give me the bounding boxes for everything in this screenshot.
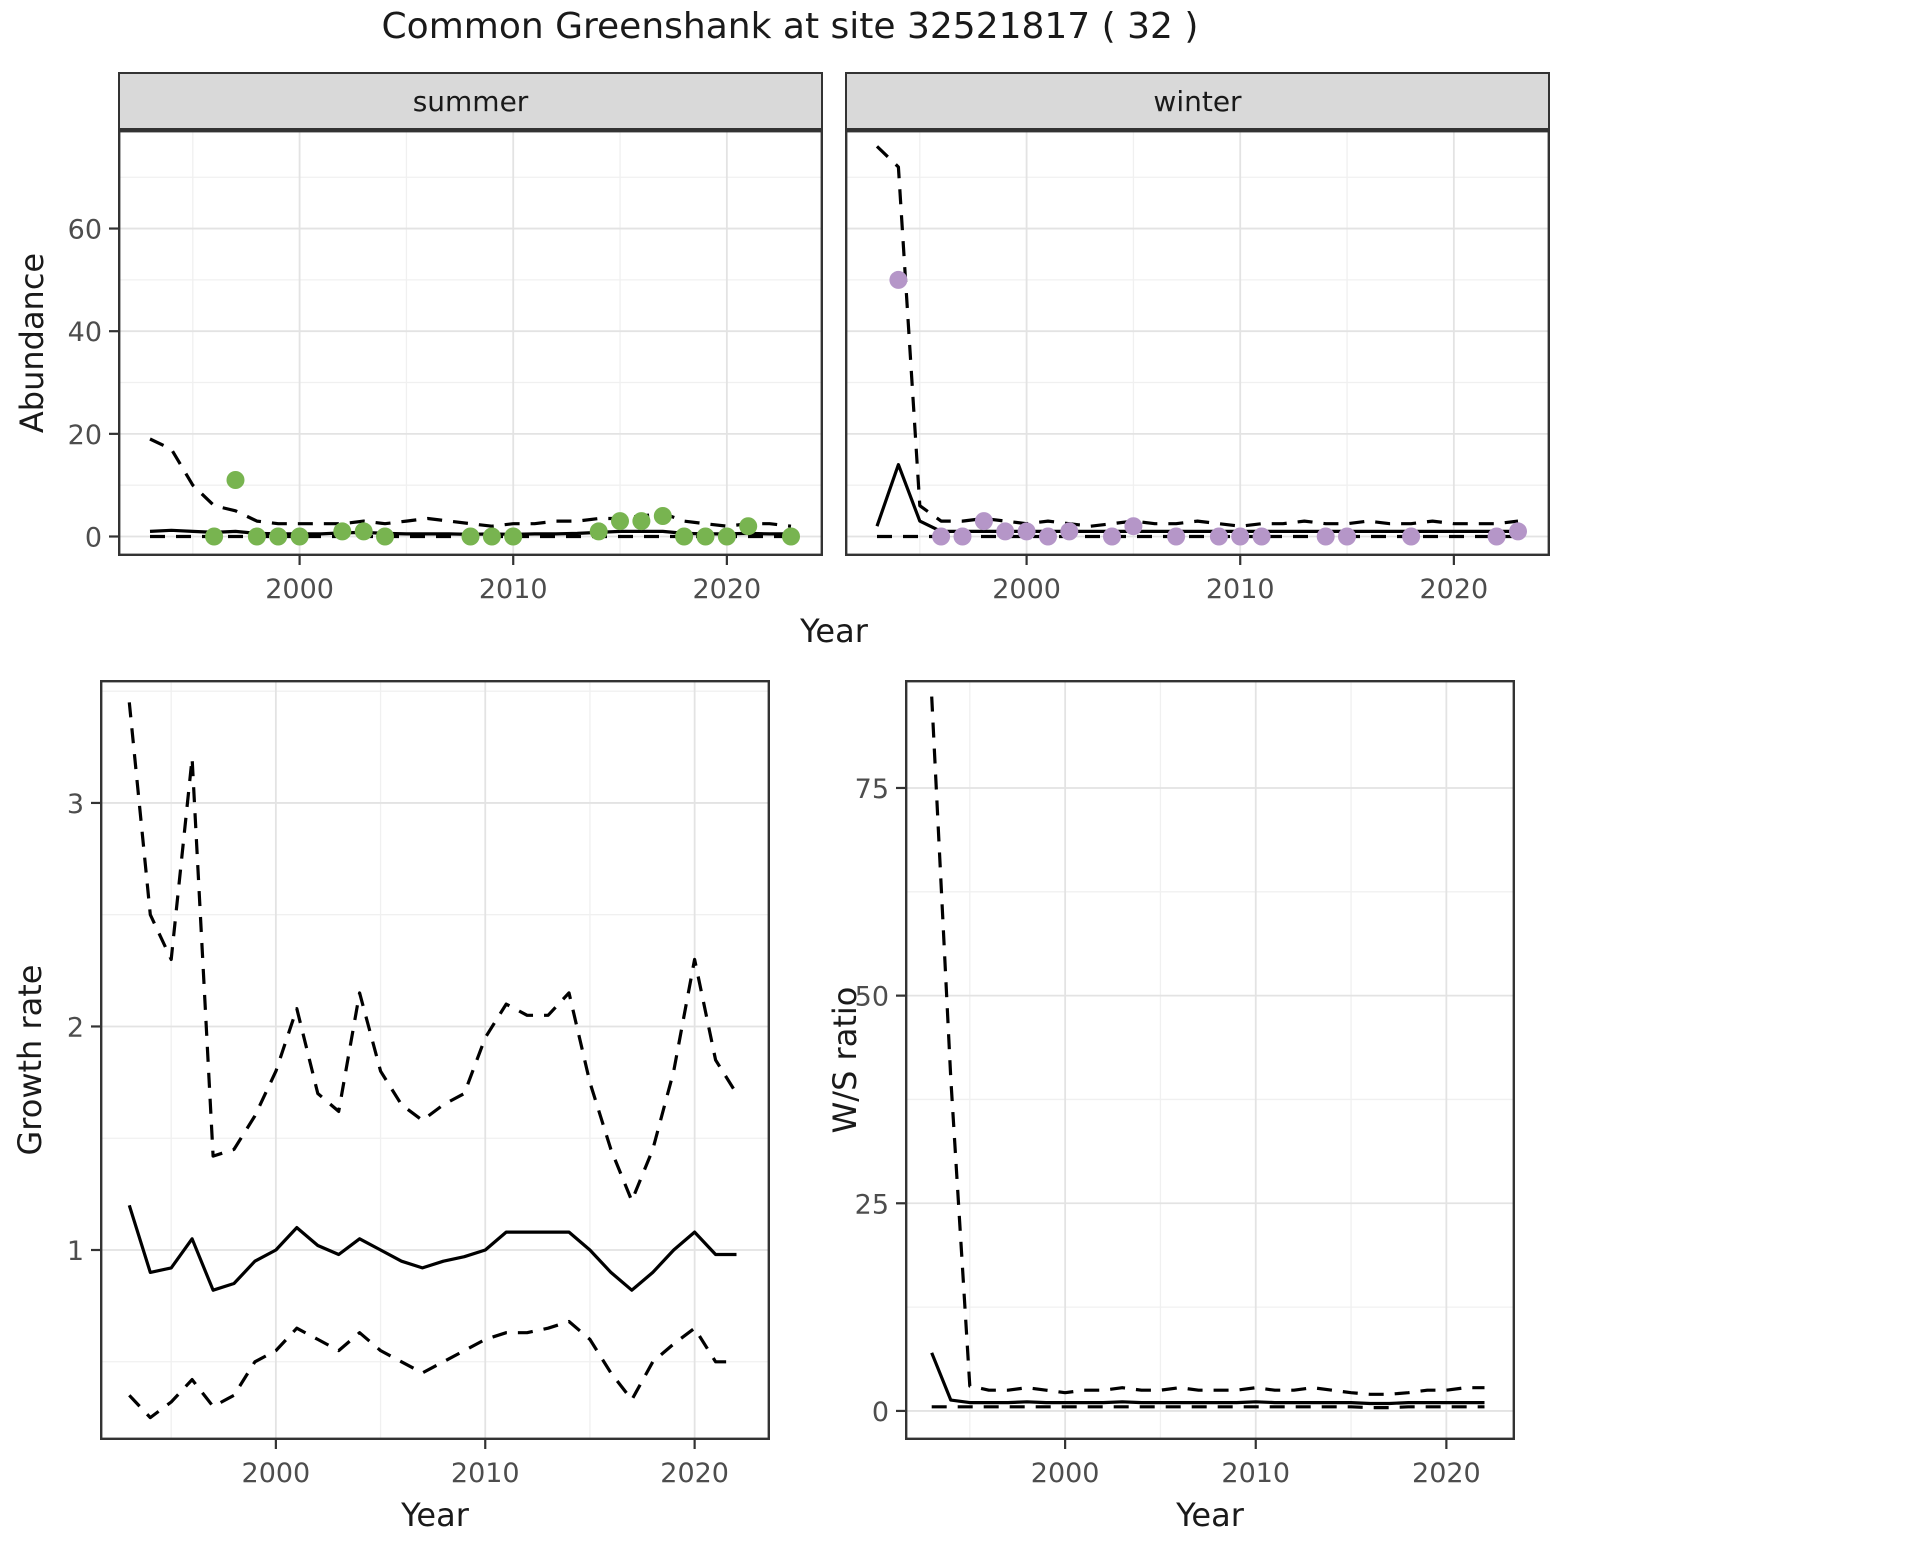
observation-point xyxy=(1252,527,1271,546)
x-tick-label: 2000 xyxy=(265,574,334,605)
observation-point xyxy=(1124,517,1143,536)
x-tick-label: 2000 xyxy=(992,574,1061,605)
observation-point xyxy=(974,512,993,531)
y-tick-label: 25 xyxy=(855,1189,889,1220)
y-tick-label: 2 xyxy=(67,1012,84,1043)
x-tick-label: 2020 xyxy=(1420,574,1489,605)
observation-point xyxy=(932,527,951,546)
abundance-axis-label: Abundance xyxy=(13,252,51,434)
x-tick-label: 2020 xyxy=(693,574,762,605)
observation-point xyxy=(589,522,608,541)
observation-point xyxy=(1402,527,1421,546)
y-tick-label: 50 xyxy=(855,982,889,1013)
panel-border xyxy=(118,130,823,557)
figure-title: Common Greenshank at site 32521817 ( 32 … xyxy=(381,6,1199,47)
observation-point xyxy=(1487,527,1506,546)
abundance-summer-panel: 2000 2010 2020 0 20 40 60 xyxy=(68,130,823,605)
facet-strip-winter-label: winter xyxy=(1153,84,1242,118)
observation-point xyxy=(611,512,629,531)
observation-point xyxy=(1060,522,1079,541)
observation-point xyxy=(333,522,352,541)
ws-ratio-panel: 2000 2010 2020 0 25 50 75 xyxy=(855,680,1515,1489)
x-tick-label: 2010 xyxy=(451,1458,520,1489)
facet-strip-summer: summer xyxy=(118,72,823,130)
observation-point xyxy=(632,512,651,531)
growth-rate-axis-label: Growth rate xyxy=(11,964,49,1156)
x-tick-label: 2020 xyxy=(660,1458,729,1489)
series-line-median xyxy=(127,1204,737,1292)
observation-point xyxy=(1103,527,1121,546)
observation-point xyxy=(1338,527,1356,546)
panel-border xyxy=(845,130,1550,557)
observation-point xyxy=(376,527,394,546)
observation-point xyxy=(247,527,266,546)
observation-point xyxy=(889,270,908,289)
panel-border xyxy=(100,680,770,1440)
ws-ratio-year-axis-label: Year xyxy=(1176,1496,1244,1534)
series-line-upper_ci xyxy=(149,437,792,528)
observation-point xyxy=(482,527,501,546)
x-tick-label: 2000 xyxy=(242,1458,311,1489)
y-tick-label: 20 xyxy=(68,420,102,451)
observation-point xyxy=(354,522,373,541)
facet-strip-summer-label: summer xyxy=(412,84,529,118)
series-line-upper_ci xyxy=(930,696,1485,1396)
series-line-lower_ci xyxy=(931,1405,1485,1410)
observation-point xyxy=(461,527,480,546)
observation-point xyxy=(739,517,758,536)
series-line-upper_ci xyxy=(875,145,1519,528)
series-line-upper_ci xyxy=(127,702,738,1203)
growth-rate-year-axis-label: Year xyxy=(401,1496,469,1534)
y-tick-label: 0 xyxy=(872,1397,889,1428)
observation-point xyxy=(996,522,1015,541)
observation-point xyxy=(504,527,523,546)
observation-point xyxy=(290,527,309,546)
panel-border xyxy=(905,680,1515,1440)
x-tick-label: 2010 xyxy=(1221,1458,1290,1489)
y-tick-label: 1 xyxy=(67,1236,84,1267)
series-line-lower_ci xyxy=(128,1319,737,1420)
observation-point xyxy=(696,527,715,546)
x-tick-label: 2020 xyxy=(1412,1458,1481,1489)
observation-point xyxy=(1231,527,1250,546)
observation-point xyxy=(1316,527,1335,546)
facet-strip-winter: winter xyxy=(845,72,1550,130)
observation-point xyxy=(226,471,245,489)
observation-point xyxy=(1039,527,1057,546)
y-tick-label: 40 xyxy=(68,317,102,348)
y-tick-label: 60 xyxy=(68,215,102,246)
abundance-winter-panel: 2000 2010 2020 xyxy=(845,130,1550,605)
x-tick-label: 2010 xyxy=(479,574,548,605)
observation-point xyxy=(653,507,672,525)
x-tick-label: 2010 xyxy=(1206,574,1275,605)
abundance-year-axis-label: Year xyxy=(800,612,868,650)
observation-point xyxy=(1017,522,1036,541)
observation-point xyxy=(205,527,224,546)
y-tick-label: 75 xyxy=(855,774,889,805)
y-tick-label: 0 xyxy=(85,522,102,553)
observation-point xyxy=(953,527,972,546)
observation-point xyxy=(1209,527,1228,546)
observation-point xyxy=(675,527,694,546)
observation-point xyxy=(782,527,800,546)
series-line-median xyxy=(930,1352,1485,1406)
y-tick-label: 3 xyxy=(67,789,84,820)
observation-point xyxy=(717,527,736,546)
observation-point xyxy=(1167,527,1186,546)
observation-point xyxy=(1509,522,1527,541)
x-tick-label: 2000 xyxy=(1031,1458,1100,1489)
growth-rate-panel: 2000 2010 2020 1 2 3 xyxy=(67,680,770,1489)
observation-point xyxy=(269,527,288,546)
